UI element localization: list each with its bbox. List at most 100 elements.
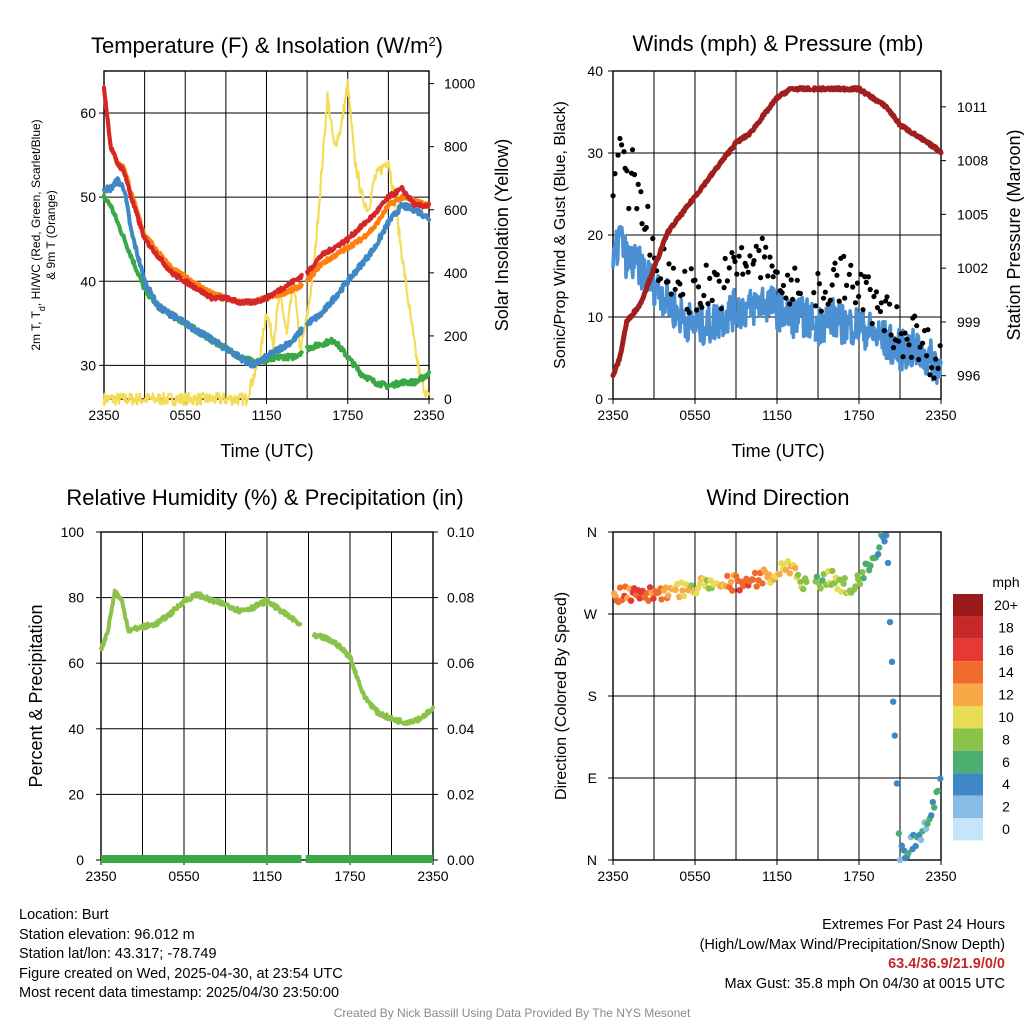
dir-ytick-label: N	[587, 852, 597, 868]
gust-dot	[761, 254, 768, 260]
gust-dot	[881, 328, 887, 334]
gust-dot	[759, 235, 765, 241]
direction-dot	[890, 698, 897, 705]
rh-ylabel: Percent & Precipitation	[26, 604, 46, 787]
direction-dot	[727, 578, 735, 585]
direction-dot	[917, 836, 925, 844]
gust-dot	[619, 142, 625, 148]
gust-dot	[927, 372, 933, 378]
gust-dot	[788, 277, 794, 283]
windchill-line	[102, 176, 431, 369]
extremes-legend: (High/Low/Max Wind/Precipitation/Snow De…	[699, 936, 1005, 953]
gust-dot	[794, 277, 800, 283]
direction-dot	[616, 584, 624, 591]
rh-xtick-label: 2350	[417, 868, 448, 884]
gust-dot	[621, 149, 627, 155]
recent-text: Most recent data timestamp: 2025/04/30 2…	[19, 985, 340, 1001]
temp-y2label: Solar Insolation (Yellow)	[492, 139, 512, 331]
gust-dot	[811, 290, 817, 296]
direction-dot	[898, 842, 905, 849]
gust-dot	[692, 277, 698, 283]
temp-ytick-label: 50	[80, 189, 96, 205]
temp-xlabel: Time (UTC)	[220, 441, 313, 461]
extremes-info: Extremes For Past 24 Hours (High/Low/Max…	[700, 916, 1005, 994]
temp-y2tick-label: 0	[444, 391, 452, 407]
wind-xtick-label: 2350	[597, 407, 628, 423]
gust-dot	[869, 321, 875, 327]
gust-dot	[852, 300, 859, 306]
rh-xtick-label: 1750	[334, 868, 365, 884]
temp-xtick-label: 0550	[170, 407, 201, 423]
dir-ytick-label: S	[588, 688, 597, 704]
wind-panel: 2350 0550 1150 1750 235001020304099699910021…	[552, 31, 1024, 461]
gust-dot	[645, 203, 651, 209]
gust-dot	[763, 244, 769, 250]
gust-dot	[686, 310, 692, 316]
gust-dot	[831, 266, 837, 273]
direction-dot	[840, 580, 847, 587]
gust-dot	[726, 265, 732, 271]
gust-dot	[639, 221, 645, 227]
extremes-values: 63.4/36.9/21.9/0/0	[888, 956, 1005, 972]
legend-swatch	[953, 728, 983, 751]
gust-dot	[813, 303, 819, 309]
direction-dot	[819, 577, 826, 584]
direction-dot	[856, 580, 864, 588]
gust-dot	[709, 297, 715, 303]
wind-y2tick-label: 999	[957, 314, 981, 330]
wind-y2tick-label: 1002	[957, 260, 988, 276]
legend-label: 8	[1002, 731, 1010, 747]
gust-dot	[874, 305, 881, 311]
rh-y2tick-label: 0.06	[447, 655, 474, 671]
gust-dot	[740, 271, 746, 277]
gust-dot	[665, 279, 671, 285]
max-gust-text: Max Gust: 35.8 mph On 04/30 at 0015 UTC	[724, 975, 1005, 992]
gust-dot	[716, 278, 722, 284]
rh-ytick-label: 0	[76, 852, 84, 868]
legend-label: 20+	[994, 597, 1018, 613]
gust-dot	[863, 279, 869, 285]
rh-xtick-label: 0550	[168, 868, 199, 884]
direction-dot	[679, 587, 686, 594]
direction-dot	[786, 570, 794, 577]
gust-dot	[756, 247, 762, 254]
temp-xtick-label: 2350	[413, 407, 444, 423]
direction-dot	[794, 571, 802, 579]
rh-y2tick-label: 0.08	[447, 590, 474, 606]
legend-label: 18	[998, 619, 1014, 635]
gust-dot	[858, 271, 864, 277]
gust-dot	[790, 296, 796, 302]
gust-dot	[883, 298, 889, 304]
gust-dot	[937, 343, 943, 349]
gust-dot	[854, 280, 861, 286]
direction-dot	[905, 850, 912, 857]
gust-dot	[929, 365, 935, 371]
gust-dot	[732, 258, 738, 265]
wind-ytick-label: 0	[595, 391, 603, 407]
direction-dot	[650, 595, 657, 602]
direction-dot	[836, 576, 843, 583]
legend-label: 16	[998, 642, 1014, 658]
gust-dot	[672, 286, 678, 292]
gust-dot	[916, 356, 922, 363]
gust-dot	[610, 193, 616, 199]
direction-dot	[643, 590, 650, 597]
gust-dot	[792, 265, 798, 271]
gust-dot	[722, 255, 728, 262]
gust-dot	[707, 275, 713, 281]
temp-ylabel-line2: & 9m T (Orange)	[44, 190, 58, 280]
direction-dot	[922, 825, 930, 833]
direction-dot	[636, 595, 643, 602]
gust-dot	[867, 286, 873, 293]
dir-ylabel: Direction (Colored By Speed)	[553, 592, 570, 800]
direction-dots	[610, 531, 944, 864]
wind-ytick-label: 40	[587, 63, 603, 79]
temp-y2tick-label: 600	[444, 202, 468, 218]
temp-ylabel-line1: 2m T, Td, HI/WC (Red, Green, Scarlet/Blu…	[29, 119, 47, 350]
gust-dot	[714, 272, 720, 278]
gust-dot	[935, 365, 941, 371]
direction-dot	[724, 572, 731, 580]
gust-dot	[836, 298, 842, 304]
temp-ylabel-sub: d	[37, 306, 47, 311]
gust-dot	[638, 189, 644, 195]
